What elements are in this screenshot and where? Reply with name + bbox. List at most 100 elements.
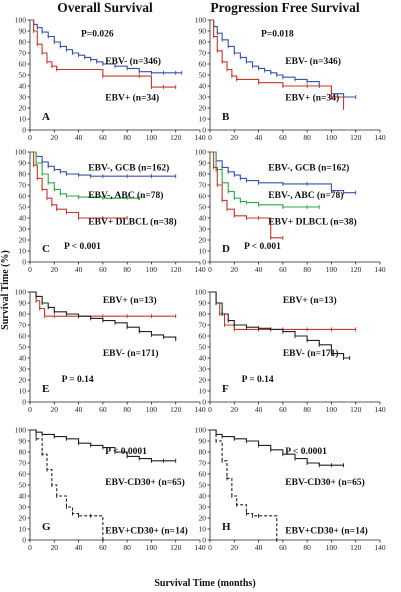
- y-tick-label: 90: [19, 27, 27, 36]
- x-tick-label: 0: [208, 265, 212, 274]
- series-line: [30, 19, 176, 88]
- y-tick-label: 20: [19, 104, 27, 113]
- y-tick-label: 10: [19, 387, 27, 396]
- panel-letter: E: [42, 383, 49, 395]
- y-tick-label: 100: [15, 148, 27, 157]
- series-line: [30, 19, 182, 74]
- y-tick-label: 10: [199, 115, 207, 124]
- y-tick-label: 70: [199, 49, 207, 58]
- curve-label: EBV-CD30+ (n=65): [285, 477, 365, 488]
- y-tick-label: 10: [19, 247, 27, 256]
- x-tick-label: 120: [350, 265, 362, 274]
- x-tick-label: 120: [170, 265, 182, 274]
- y-tick-label: 100: [15, 16, 27, 25]
- x-tick-label: 0: [28, 133, 32, 142]
- y-tick-label: 70: [199, 181, 207, 190]
- y-tick-label: 0: [202, 398, 206, 407]
- y-tick-label: 80: [199, 38, 207, 47]
- y-tick-label: 20: [199, 514, 207, 523]
- x-tick-label: 140: [374, 265, 386, 274]
- x-tick-label: 40: [255, 265, 263, 274]
- series-line: [210, 19, 356, 98]
- x-tick-label: 0: [208, 543, 212, 552]
- x-tick-label: 20: [51, 265, 59, 274]
- y-tick-label: 70: [19, 181, 27, 190]
- x-tick-label: 60: [279, 133, 287, 142]
- p-value-label: P < 0.0001: [105, 447, 147, 457]
- x-tick-label: 140: [374, 543, 386, 552]
- y-tick-label: 70: [19, 49, 27, 58]
- x-tick-label: 40: [255, 543, 263, 552]
- y-tick-label: 100: [195, 16, 207, 25]
- y-tick-label: 30: [19, 365, 27, 374]
- x-tick-label: 20: [231, 133, 239, 142]
- x-tick-label: 80: [123, 405, 131, 414]
- y-tick-label: 80: [19, 448, 27, 457]
- y-tick-label: 30: [199, 365, 207, 374]
- y-tick-label: 40: [19, 214, 27, 223]
- series-line: [210, 429, 278, 540]
- y-tick-label: 30: [19, 503, 27, 512]
- panel-letter: H: [222, 521, 231, 533]
- x-tick-label: 0: [208, 133, 212, 142]
- y-tick-label: 100: [195, 288, 207, 297]
- y-tick-label: 10: [199, 387, 207, 396]
- x-tick-label: 20: [231, 543, 239, 552]
- y-tick-label: 0: [202, 536, 206, 545]
- y-tick-label: 30: [199, 225, 207, 234]
- curve-label: EBV-, ABC (n=78): [88, 190, 163, 201]
- x-tick-label: 20: [51, 405, 59, 414]
- curve-label: EBV-, GCB (n=162): [88, 163, 169, 174]
- panel-letter: G: [42, 521, 51, 533]
- x-axis-label: Survival Time (months): [154, 578, 255, 589]
- p-value-label: P < 0.001: [244, 242, 281, 252]
- panel-letter: D: [222, 243, 230, 255]
- x-tick-label: 80: [123, 265, 131, 274]
- y-tick-label: 60: [19, 60, 27, 69]
- y-tick-label: 40: [19, 354, 27, 363]
- x-tick-label: 80: [303, 133, 311, 142]
- x-tick-label: 120: [170, 133, 182, 142]
- curve-label: EBV- (n=346): [105, 56, 161, 67]
- x-tick-label: 20: [51, 543, 59, 552]
- x-tick-label: 0: [28, 265, 32, 274]
- y-tick-label: 60: [19, 470, 27, 479]
- x-tick-label: 20: [231, 405, 239, 414]
- y-tick-label: 60: [199, 192, 207, 201]
- curve-label: EBV-CD30+ (n=65): [105, 477, 185, 488]
- y-tick-label: 10: [199, 247, 207, 256]
- p-value-label: P=0.026: [81, 30, 114, 40]
- x-tick-label: 40: [75, 265, 83, 274]
- p-value-label: P < 0.0001: [285, 447, 327, 457]
- y-tick-label: 40: [199, 354, 207, 363]
- curve-label: EBV+ (n=13): [103, 295, 157, 306]
- curve-label: EBV+ (n=34): [105, 92, 159, 103]
- y-tick-label: 50: [199, 71, 207, 80]
- y-tick-label: 90: [199, 437, 207, 446]
- y-tick-label: 50: [199, 343, 207, 352]
- y-tick-label: 90: [199, 27, 207, 36]
- x-tick-label: 80: [303, 265, 311, 274]
- y-tick-label: 50: [19, 343, 27, 352]
- x-tick-label: 100: [326, 265, 338, 274]
- y-tick-label: 80: [19, 170, 27, 179]
- series-line: [30, 429, 104, 540]
- curve-label: EBV+CD30+ (n=14): [105, 525, 187, 536]
- x-tick-label: 60: [99, 265, 107, 274]
- y-tick-label: 20: [199, 104, 207, 113]
- p-value-label: P < 0.001: [64, 242, 101, 252]
- x-tick-label: 120: [170, 543, 182, 552]
- y-tick-label: 50: [19, 481, 27, 490]
- y-tick-label: 60: [199, 60, 207, 69]
- x-tick-label: 60: [99, 543, 107, 552]
- x-tick-label: 0: [28, 543, 32, 552]
- curve-label: EBV+ (n=34): [285, 92, 339, 103]
- x-tick-label: 120: [170, 405, 182, 414]
- y-tick-label: 90: [199, 159, 207, 168]
